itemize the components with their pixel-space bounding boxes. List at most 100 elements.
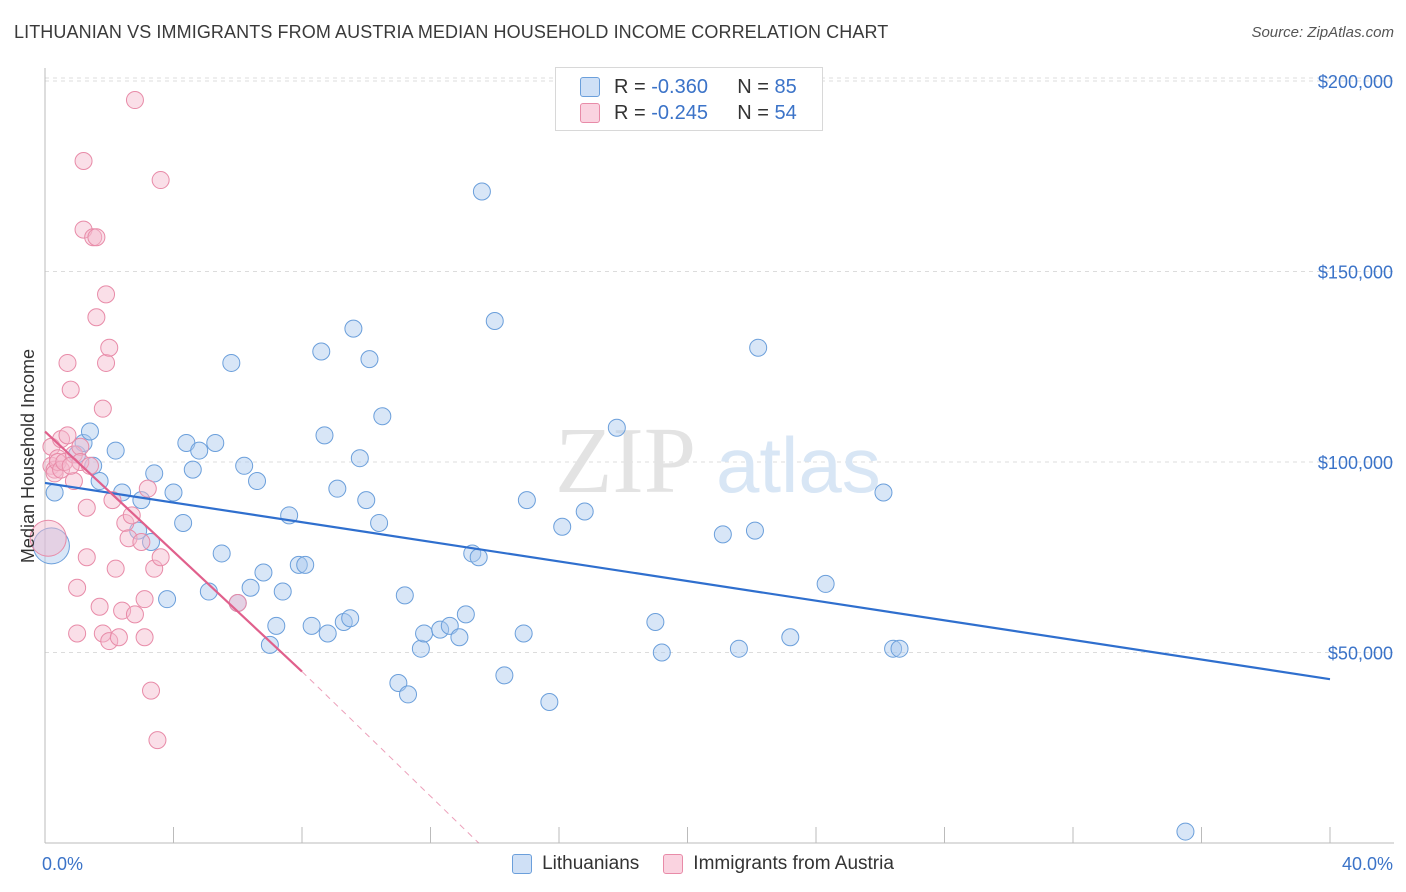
data-point [646, 613, 665, 632]
data-point [890, 639, 909, 658]
data-point [456, 605, 475, 624]
data-point [350, 449, 369, 468]
data-point [125, 91, 144, 110]
legend-swatch-austria [580, 103, 600, 123]
x-tick-label: 0.0% [42, 854, 83, 874]
series-lithuanians [32, 182, 1195, 841]
data-point [472, 182, 491, 201]
data-point [212, 544, 231, 563]
data-point [106, 441, 125, 460]
data-point [360, 350, 379, 369]
data-point [399, 685, 418, 704]
data-point [103, 491, 122, 510]
data-point [87, 308, 106, 327]
data-point [228, 593, 247, 612]
data-point [315, 426, 334, 445]
data-point [495, 666, 514, 685]
trend-lines [44, 430, 1331, 844]
data-point [125, 605, 144, 624]
data-point [248, 472, 267, 491]
series-legend: Lithuanians Immigrants from Austria [0, 852, 1406, 876]
watermark-zip: ZIP [555, 409, 696, 513]
legend-row-austria: R = -0.245 N = 54 [580, 101, 797, 125]
data-point [61, 380, 80, 399]
data-point [77, 498, 96, 517]
data-point [745, 521, 764, 540]
legend-n-label: N = [737, 75, 775, 98]
data-point [151, 171, 170, 190]
data-point [206, 433, 225, 452]
data-point [142, 533, 161, 552]
legend-row-lithuanians: R = -0.360 N = 85 [580, 75, 797, 99]
legend-swatch [512, 854, 533, 874]
y-axis-label: Median Household Income [18, 349, 38, 563]
chart-source: Source: ZipAtlas.com [1251, 24, 1394, 41]
y-tick-label: $100,000 [1318, 453, 1393, 473]
legend-label: Immigrants from Austria [693, 853, 894, 874]
data-point [254, 563, 273, 582]
data-point [652, 643, 671, 662]
data-point [148, 731, 167, 750]
data-point [235, 456, 254, 475]
trend-line-extension [301, 671, 480, 844]
x-tick-labels: 0.0% 40.0% [42, 854, 1393, 874]
data-point [749, 338, 768, 357]
data-point [71, 437, 90, 456]
legend-item-austria: Immigrants from Austria [663, 853, 894, 875]
trend-line [44, 481, 1331, 681]
data-point [450, 628, 469, 647]
data-point [80, 422, 99, 441]
data-point [874, 483, 893, 502]
data-point [415, 624, 434, 643]
data-point [87, 228, 106, 247]
data-point [260, 635, 279, 654]
data-point [575, 502, 594, 521]
grid-lines [45, 77, 1394, 653]
legend-n-value: 85 [774, 75, 797, 98]
legend-r-value: -0.360 [651, 75, 708, 98]
data-point [74, 152, 93, 171]
data-point [61, 456, 80, 475]
data-point [135, 590, 154, 609]
legend-r-value: -0.245 [651, 101, 708, 124]
data-point [68, 578, 87, 597]
data-point [116, 513, 135, 532]
data-point [142, 681, 161, 700]
data-point [517, 491, 536, 510]
legend-n-label: N = [737, 101, 775, 124]
data-point [370, 513, 389, 532]
data-point [164, 483, 183, 502]
data-point [68, 624, 87, 643]
data-point [1176, 822, 1195, 841]
data-point [729, 639, 748, 658]
data-point [190, 441, 209, 460]
data-point [80, 456, 99, 475]
data-point [77, 548, 96, 567]
data-point [344, 319, 363, 338]
data-point [469, 548, 488, 567]
data-point [132, 491, 151, 510]
legend-r-label: R = [614, 75, 652, 98]
legend-swatch [663, 854, 684, 874]
data-point [183, 460, 202, 479]
data-point [100, 632, 119, 651]
data-point [781, 628, 800, 647]
data-point [45, 483, 64, 502]
watermark-atlas: atlas [716, 421, 881, 509]
data-point [302, 616, 321, 635]
data-point [93, 399, 112, 418]
data-point [97, 353, 116, 372]
data-point [318, 624, 337, 643]
chart-title: LITHUANIAN VS IMMIGRANTS FROM AUSTRIA ME… [14, 22, 889, 42]
data-point [485, 312, 504, 331]
data-point [273, 582, 292, 601]
data-point [151, 548, 170, 567]
data-point [29, 519, 67, 557]
data-point [713, 525, 732, 544]
data-point [58, 426, 77, 445]
data-point [357, 491, 376, 510]
data-point [267, 616, 286, 635]
data-point [816, 574, 835, 593]
data-point [312, 342, 331, 361]
